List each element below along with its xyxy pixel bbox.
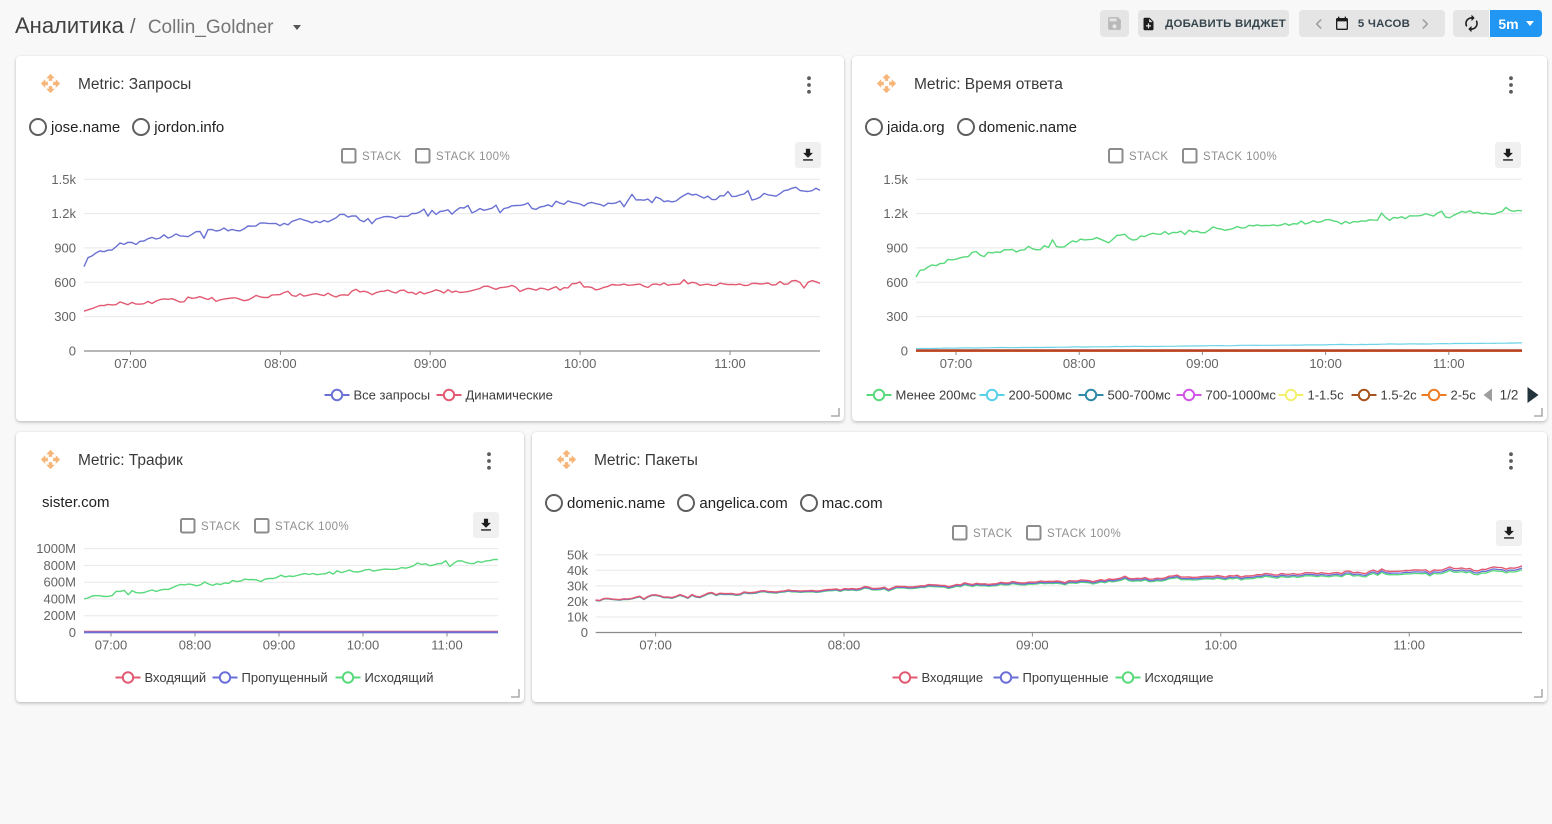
svg-text:1.2k: 1.2k [883,206,908,221]
svg-text:Менее 200мс: Менее 200мс [896,388,977,403]
svg-text:STACK: STACK [973,528,1013,540]
svg-text:09:00: 09:00 [1016,638,1049,653]
svg-text:0: 0 [581,625,588,640]
svg-text:Исходящие: Исходящие [1145,670,1214,685]
svg-text:08:00: 08:00 [264,356,297,371]
svg-text:11:00: 11:00 [1433,356,1465,371]
svg-text:Пропущенный: Пропущенный [242,670,328,685]
svg-text:Входящий: Входящий [145,670,207,685]
svg-text:900: 900 [886,240,908,255]
svg-text:2-5с: 2-5с [1451,388,1477,403]
svg-text:STACK 100%: STACK 100% [1203,151,1277,163]
svg-text:300: 300 [886,309,908,324]
svg-text:09:00: 09:00 [1186,356,1219,371]
svg-text:11:00: 11:00 [1393,638,1425,653]
svg-text:40k: 40k [567,563,588,578]
svg-text:500-700мс: 500-700мс [1108,388,1172,403]
svg-text:600: 600 [886,275,908,290]
svg-text:700-1000мс: 700-1000мс [1206,388,1277,403]
svg-text:0: 0 [901,344,908,359]
svg-text:STACK 100%: STACK 100% [1047,528,1121,540]
svg-text:0: 0 [69,344,76,359]
svg-text:08:00: 08:00 [179,638,212,653]
svg-text:600M: 600M [43,575,76,590]
svg-text:STACK 100%: STACK 100% [436,151,510,163]
svg-text:Динамические: Динамические [466,388,553,403]
svg-text:1.5k: 1.5k [883,172,908,187]
svg-text:300: 300 [54,309,76,324]
svg-text:08:00: 08:00 [828,638,861,653]
svg-text:1000M: 1000M [36,541,76,556]
svg-text:11:00: 11:00 [714,356,746,371]
svg-text:STACK: STACK [201,521,241,533]
svg-text:400M: 400M [43,591,76,606]
svg-text:10:00: 10:00 [347,638,380,653]
svg-text:09:00: 09:00 [414,356,447,371]
svg-text:10:00: 10:00 [1205,638,1238,653]
svg-text:07:00: 07:00 [940,356,973,371]
svg-text:200M: 200M [43,608,76,623]
svg-text:07:00: 07:00 [639,638,672,653]
svg-text:1.2k: 1.2k [51,206,76,221]
svg-text:10:00: 10:00 [564,356,597,371]
svg-text:1.5-2с: 1.5-2с [1381,388,1418,403]
svg-text:30k: 30k [567,578,588,593]
svg-text:08:00: 08:00 [1063,356,1096,371]
svg-text:STACK: STACK [1129,151,1169,163]
svg-text:20k: 20k [567,594,588,609]
svg-text:STACK 100%: STACK 100% [275,521,349,533]
svg-text:1.5k: 1.5k [51,172,76,187]
svg-text:Входящие: Входящие [922,670,984,685]
svg-text:07:00: 07:00 [114,356,147,371]
svg-text:10k: 10k [567,610,588,625]
svg-text:Пропущенные: Пропущенные [1023,670,1109,685]
svg-text:900: 900 [54,240,76,255]
svg-text:0: 0 [69,625,76,640]
svg-text:1-1.5с: 1-1.5с [1308,388,1345,403]
svg-text:07:00: 07:00 [95,638,128,653]
svg-text:200-500мс: 200-500мс [1009,388,1073,403]
svg-text:STACK: STACK [362,151,402,163]
svg-text:11:00: 11:00 [431,638,463,653]
svg-text:600: 600 [54,275,76,290]
svg-text:Исходящий: Исходящий [365,670,434,685]
svg-text:800M: 800M [43,558,76,573]
svg-text:1/2: 1/2 [1500,388,1519,403]
svg-text:Все запросы: Все запросы [354,388,431,403]
svg-text:50k: 50k [567,547,588,562]
svg-text:10:00: 10:00 [1309,356,1342,371]
svg-text:09:00: 09:00 [263,638,296,653]
